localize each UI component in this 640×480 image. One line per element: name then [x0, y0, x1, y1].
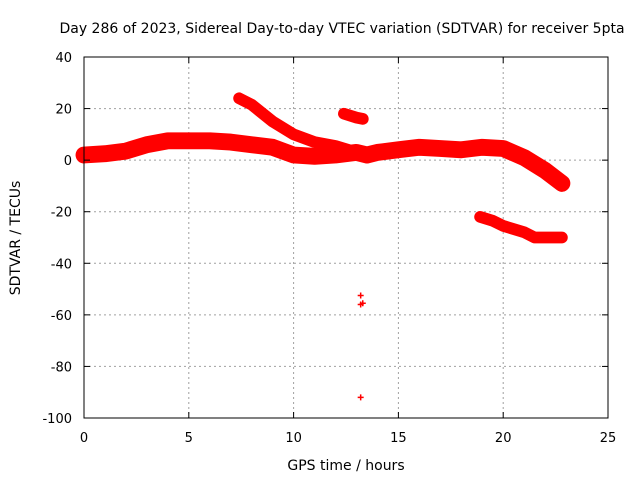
series-upper-short-segment: [338, 107, 369, 125]
y-tick-label-minus-100: -100: [42, 412, 72, 427]
plot-frame: [83, 56, 609, 419]
x-axis-label: GPS time / hours: [287, 458, 404, 474]
x-tick-label-20: 20: [495, 431, 512, 446]
y-axis-label: SDTVAR / TECUs: [8, 181, 24, 296]
grid-lines: [84, 57, 608, 418]
x-tick-label-15: 15: [390, 431, 407, 446]
y-tick-label-minus-80: -80: [51, 360, 72, 375]
y-axis-tick-labels: -100 -80 -60 -40 -20 0 20 40: [42, 51, 72, 427]
series-right-tail: [530, 162, 568, 192]
x-tick-label-5: 5: [185, 431, 193, 446]
x-tick-label-10: 10: [285, 431, 302, 446]
x-tick-label-25: 25: [600, 431, 617, 446]
x-tick-label-0: 0: [80, 431, 88, 446]
y-tick-label-minus-40: -40: [51, 257, 72, 272]
isolated-point-3: [357, 394, 364, 401]
x-axis-tick-labels: 0 5 10 15 20 25: [80, 431, 616, 446]
y-tick-label-minus-20: -20: [51, 206, 72, 221]
chart-title: Day 286 of 2023, Sidereal Day-to-day VTE…: [59, 21, 624, 37]
series-main-band: [75, 132, 571, 192]
series-lower-branch: [474, 211, 568, 244]
series-upper-branch: [233, 92, 363, 159]
isolated-point-2: [359, 300, 366, 307]
isolated-point-0: [357, 292, 364, 299]
y-tick-label-40: 40: [55, 51, 72, 66]
y-tick-label-minus-60: -60: [51, 309, 72, 324]
y-tick-label-0: 0: [64, 154, 72, 169]
y-tick-label-20: 20: [55, 103, 72, 118]
data-series: [75, 92, 571, 401]
axis-ticks: [83, 56, 609, 419]
